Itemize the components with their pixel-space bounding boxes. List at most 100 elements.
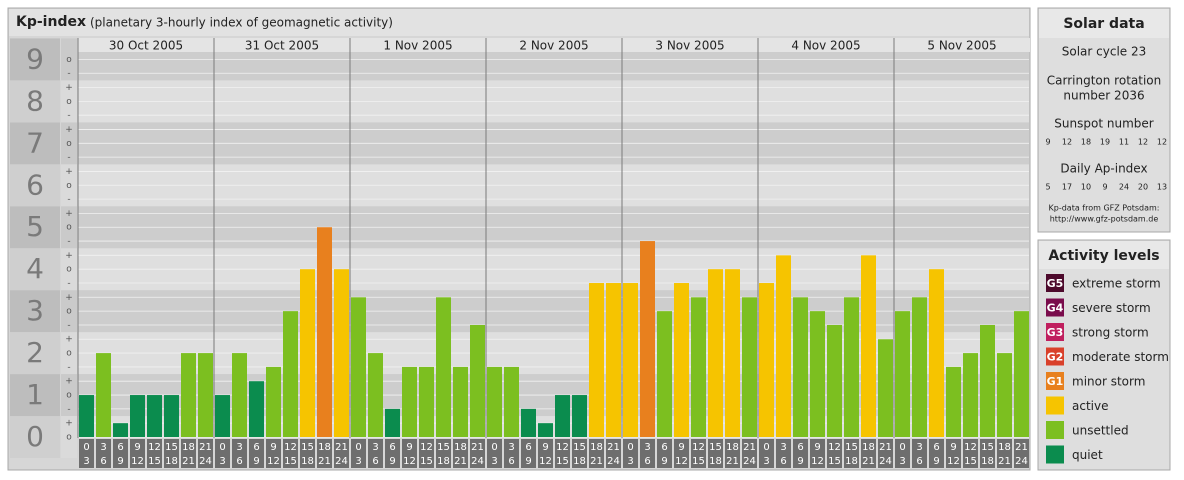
sunspot-value: 9 [1045, 138, 1050, 147]
hour-cell [96, 439, 111, 468]
label-band [10, 80, 60, 123]
bar [946, 366, 961, 437]
label-band [10, 164, 60, 207]
bar [997, 353, 1012, 437]
bar [419, 366, 434, 437]
bar [895, 311, 910, 437]
hour-cell [487, 439, 502, 468]
hour-label: 21 [998, 456, 1011, 467]
hour-cell [215, 439, 230, 468]
legend-swatch [1046, 445, 1064, 464]
hour-label: 6 [372, 456, 378, 467]
bar [606, 283, 621, 437]
hour-cell [470, 439, 485, 468]
title-bar [9, 9, 1029, 36]
hour-cell [844, 439, 859, 468]
hour-cell [79, 439, 94, 468]
hour-cell [895, 439, 910, 468]
y-minor-label: o [66, 349, 72, 359]
y-minor-label: o [66, 307, 72, 317]
hour-label: 9 [270, 442, 276, 453]
hour-cell [351, 439, 366, 468]
ap-value: 20 [1138, 183, 1148, 192]
hour-label: 15 [148, 456, 161, 467]
hour-label: 12 [692, 442, 705, 453]
hour-cell [164, 439, 179, 468]
day-header [78, 38, 214, 52]
sublabel-band [61, 206, 77, 249]
hour-label: 3 [355, 456, 361, 467]
bar [198, 353, 213, 437]
bar [912, 297, 927, 437]
bar [708, 269, 723, 437]
solar-header [1039, 9, 1169, 38]
ap-value: 24 [1119, 183, 1129, 192]
legend-label: moderate storm [1072, 350, 1169, 364]
y-minor-label: - [67, 404, 70, 414]
y-minor-label: - [67, 69, 70, 79]
sunspot-value: 12 [1138, 138, 1148, 147]
sublabel-band [61, 332, 77, 375]
label-band [10, 122, 60, 165]
legend-label: active [1072, 399, 1108, 413]
legend-swatch [1046, 347, 1064, 366]
bar [538, 423, 553, 437]
hour-label: 6 [117, 442, 123, 453]
hour-label: 0 [627, 442, 633, 453]
bar [572, 395, 587, 437]
y-minor-label: - [67, 279, 70, 289]
hour-label: 6 [661, 442, 667, 453]
hour-cell [589, 439, 604, 468]
ap-label: Daily Ap-index [1060, 162, 1147, 176]
hour-label: 0 [219, 442, 225, 453]
y-minor-label: o [66, 265, 72, 275]
hour-label: 24 [607, 456, 620, 467]
hour-label: 9 [406, 442, 412, 453]
hour-label: 12 [828, 442, 841, 453]
label-band [10, 206, 60, 249]
hour-cell [759, 439, 774, 468]
source-url: http://www.gfz-potsdam.de [1050, 215, 1159, 224]
solar-cycle: Solar cycle 23 [1062, 45, 1147, 59]
y-tick-label: 4 [26, 252, 44, 285]
legend-label: severe storm [1072, 301, 1151, 315]
legend-label: minor storm [1072, 375, 1145, 389]
legend-swatch [1046, 274, 1064, 292]
hour-cell [623, 439, 638, 468]
hour-cell [232, 439, 247, 468]
hour-label: 15 [165, 442, 178, 453]
y-minor-label: + [65, 125, 73, 135]
hour-label: 21 [743, 442, 756, 453]
hour-cell [776, 439, 791, 468]
bar [283, 311, 298, 437]
legend-badge: G1 [1047, 375, 1064, 388]
hour-cell [861, 439, 876, 468]
hour-label: 3 [236, 442, 242, 453]
hour-label: 3 [100, 442, 106, 453]
hour-label: 3 [916, 442, 922, 453]
bar [504, 366, 519, 437]
legend-swatch [1046, 396, 1064, 415]
bar [130, 395, 145, 437]
hour-label: 6 [236, 456, 242, 467]
legend-label: extreme storm [1072, 277, 1161, 291]
hour-label: 6 [389, 442, 395, 453]
day-label: 2 Nov 2005 [519, 39, 588, 53]
bar [793, 297, 808, 437]
hour-label: 6 [253, 442, 259, 453]
source: Kp-data from GFZ Potsdam: [1049, 204, 1160, 213]
hour-label: 18 [437, 456, 450, 467]
hour-label: 6 [644, 456, 650, 467]
label-band [10, 416, 60, 458]
legend-badge: G5 [1047, 277, 1064, 290]
bar [453, 366, 468, 437]
day-label: 5 Nov 2005 [927, 39, 996, 53]
hour-label: 9 [253, 456, 259, 467]
hour-cell [946, 439, 961, 468]
bar [657, 311, 672, 437]
hour-label: 15 [964, 456, 977, 467]
hour-cell [963, 439, 978, 468]
day-label: 4 Nov 2005 [791, 39, 860, 53]
sunspot-value: 12 [1062, 138, 1072, 147]
sublabel-band [61, 164, 77, 207]
